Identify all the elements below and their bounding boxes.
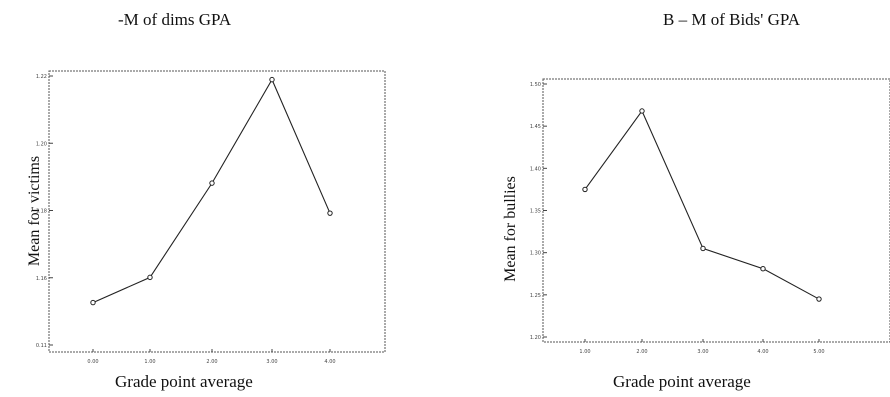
plot-frame (542, 78, 890, 343)
x-axis-label: Grade point average (115, 372, 253, 391)
victims-gpa-chart: -M of dims GPA Mean for victims Grade po… (26, 10, 386, 391)
y-tick-label: 1.18 (36, 209, 47, 215)
data-point (639, 108, 645, 114)
y-tick-label: 1.45 (530, 124, 541, 130)
x-axis-label: Grade point average (613, 372, 751, 391)
data-point (209, 180, 215, 186)
chart-title: -M of dims GPA (118, 10, 232, 29)
y-tick-label: 1.30 (530, 251, 541, 257)
y-tick-label: 1.20 (530, 335, 541, 341)
x-tick-label: 3.00 (697, 349, 708, 355)
y-tick-label: 1.20 (36, 141, 47, 147)
data-point (147, 274, 153, 281)
x-tick-label: 3.00 (266, 359, 277, 365)
x-tick-label: 1.00 (579, 349, 590, 355)
y-tick-label: 1.40 (530, 166, 541, 172)
y-tick-label: 0.11 (36, 343, 47, 349)
data-point (90, 299, 96, 306)
series-line (92, 78, 331, 304)
x-tick-label: 1.00 (144, 359, 155, 365)
bullies-gpa-chart: B – M of Bids' GPA Mean for bullies Grad… (445, 0, 890, 397)
x-tick-label: 0.00 (87, 359, 98, 365)
y-tick-label: 1.50 (530, 82, 541, 88)
x-tick-label: 2.00 (206, 359, 217, 365)
y-tick-label: 1.16 (36, 276, 47, 282)
data-point (816, 296, 822, 302)
series-line (584, 109, 820, 300)
x-tick-label: 4.00 (757, 349, 768, 355)
x-tick-label: 2.00 (636, 349, 647, 355)
chart-plot-area: 1.20 1.25 1.30 1.35 1.40 1.45 1.50 1.00 2.00 3.00… (530, 78, 890, 355)
y-tick-label: 1.25 (530, 293, 541, 299)
x-tick-label: 5.00 (813, 349, 824, 355)
chart-title: B – M of Bids' GPA (663, 10, 801, 29)
data-point (700, 245, 706, 252)
y-tick-label: 1.35 (530, 209, 541, 215)
data-point (269, 76, 275, 83)
x-tick-label: 4.00 (324, 359, 335, 365)
chart-plot-area: 0.11 1.16 1.18 1.20 1.22 0.00 1.00 2.00 3.00 4.00 (36, 70, 386, 365)
plot-frame (48, 70, 386, 353)
data-point (327, 210, 333, 216)
y-tick-label: 1.22 (36, 74, 47, 80)
data-point (760, 265, 766, 272)
data-point (582, 186, 588, 193)
